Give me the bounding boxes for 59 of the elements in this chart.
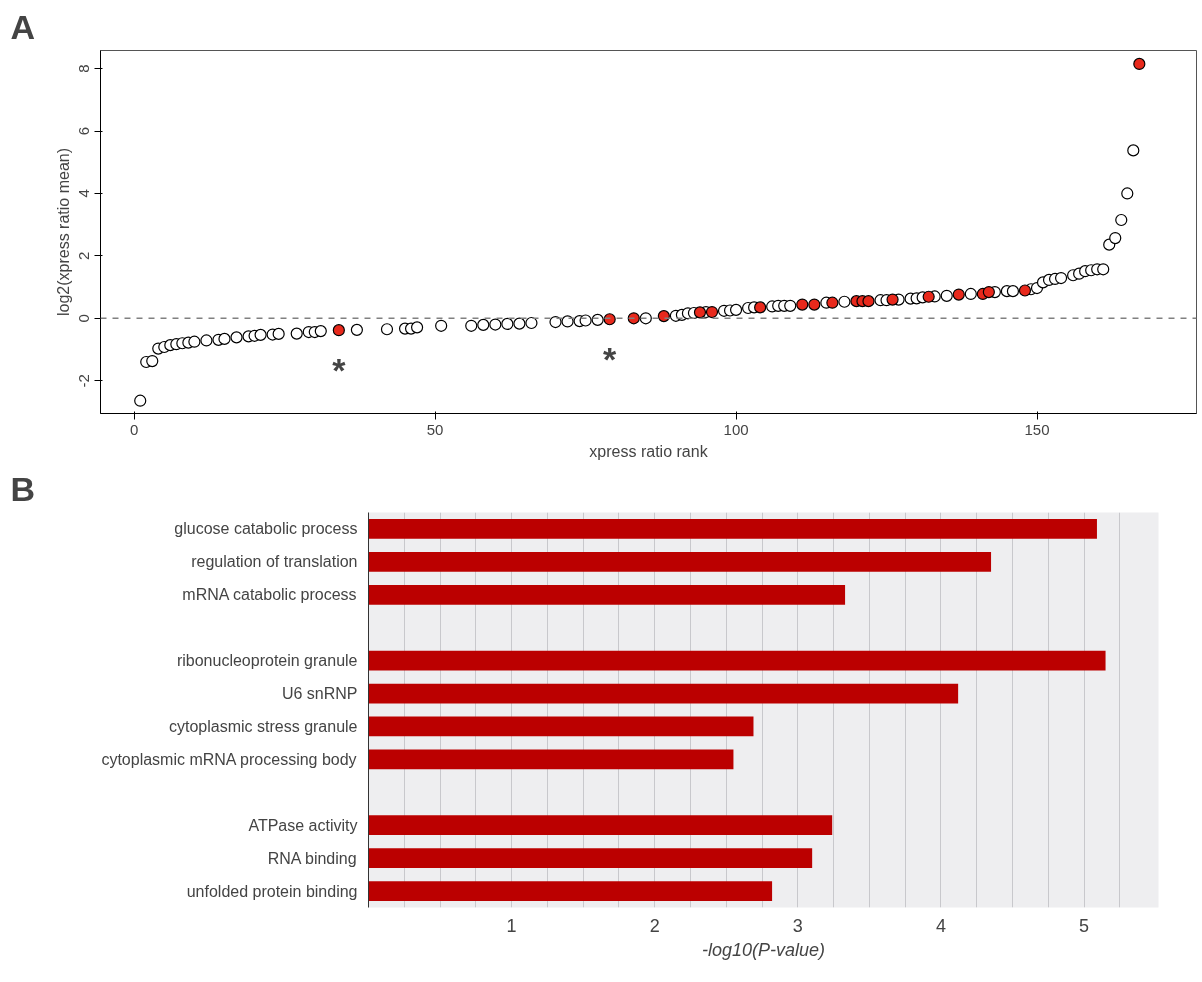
point bbox=[754, 301, 767, 314]
point bbox=[826, 296, 839, 309]
point bbox=[1018, 284, 1032, 297]
y-tick-label: RNA binding bbox=[267, 849, 357, 867]
y-tick-label: -2 bbox=[75, 374, 93, 388]
point bbox=[952, 288, 965, 301]
x-tick-label: 1 bbox=[506, 915, 517, 936]
point bbox=[808, 298, 821, 311]
chart-title: A bbox=[10, 7, 36, 46]
bar bbox=[368, 683, 959, 704]
x-tick-label: 50 bbox=[426, 420, 444, 438]
point bbox=[332, 324, 345, 337]
text: B bbox=[10, 469, 36, 508]
bar bbox=[368, 881, 773, 901]
y-tick-label: 8 bbox=[75, 64, 93, 73]
y-tick-label: 0 bbox=[75, 314, 93, 323]
point bbox=[627, 312, 640, 325]
point bbox=[705, 305, 719, 319]
x-tick-label: 3 bbox=[792, 915, 803, 936]
annotation: * bbox=[332, 351, 347, 390]
y-axis-title: log2(xpress ratio mean) bbox=[54, 147, 72, 317]
point bbox=[886, 293, 899, 306]
bar bbox=[368, 519, 1097, 539]
annotation: * bbox=[603, 340, 618, 379]
y-tick-label: cytoplasmic stress granule bbox=[168, 717, 358, 735]
x-axis-title: -log10(P-value) bbox=[701, 939, 826, 960]
x-tick-label: 5 bbox=[1079, 915, 1090, 936]
bar bbox=[368, 848, 813, 868]
y-tick-label: ribonucleoprotein granule bbox=[176, 652, 358, 670]
point bbox=[657, 310, 670, 323]
y-tick-label: regulation of translation bbox=[191, 553, 358, 571]
point bbox=[862, 295, 875, 308]
point bbox=[796, 298, 809, 311]
y-tick-label: 6 bbox=[75, 126, 93, 136]
point bbox=[982, 285, 995, 299]
y-tick-label: unfolded protein binding bbox=[186, 882, 358, 900]
point bbox=[922, 290, 935, 303]
point bbox=[603, 313, 616, 326]
x-tick-label: 0 bbox=[130, 420, 139, 438]
x-tick-label: 100 bbox=[723, 420, 749, 438]
x-tick-label: 4 bbox=[935, 915, 946, 936]
y-tick-label: mRNA catabolic process bbox=[182, 586, 357, 604]
y-tick-label: 2 bbox=[75, 251, 93, 261]
point bbox=[693, 306, 707, 319]
x-axis-title: xpress ratio rank bbox=[589, 442, 709, 460]
y-tick-label: cytoplasmic mRNA processing body bbox=[101, 750, 357, 768]
bar bbox=[368, 749, 734, 770]
bar bbox=[368, 552, 992, 572]
bar bbox=[368, 815, 833, 836]
bar bbox=[368, 584, 846, 605]
y-tick-label: ATPase activity bbox=[248, 816, 358, 834]
point bbox=[1133, 57, 1146, 71]
bar bbox=[368, 716, 754, 737]
y-tick-label: glucose catabolic process bbox=[174, 520, 358, 538]
y-tick-label: U6 snRNP bbox=[281, 685, 358, 703]
bar bbox=[368, 650, 1106, 671]
x-tick-label: 2 bbox=[649, 915, 660, 936]
x-tick-label: 150 bbox=[1024, 420, 1050, 438]
y-tick-label: 4 bbox=[75, 189, 93, 198]
